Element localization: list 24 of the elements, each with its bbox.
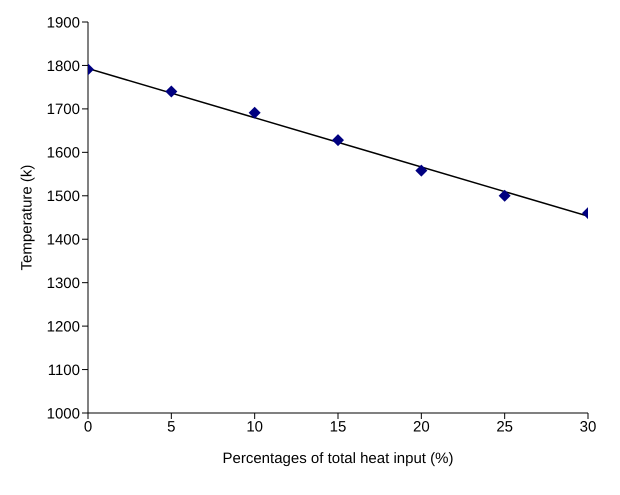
x-tick-label: 20 [412, 418, 430, 436]
point [165, 86, 178, 98]
x-tick-label: 10 [246, 418, 264, 436]
y-tick-label: 1900 [46, 14, 80, 32]
x-axis-title: Percentages of total heat input (%) [222, 450, 454, 467]
y-tick-label: 1300 [46, 274, 80, 292]
y-tick-label: 1100 [48, 362, 80, 379]
y-tick-label: 1500 [46, 188, 80, 206]
point [498, 190, 511, 202]
x-tick-label: 30 [580, 418, 596, 436]
y-axis-title: Temperature (k) [18, 164, 36, 270]
point [415, 164, 428, 177]
point [248, 106, 261, 119]
x-tick-label: 25 [496, 418, 514, 436]
x-tick-label: 5 [167, 418, 176, 436]
point [332, 134, 344, 146]
y-tick-label: 1700 [46, 101, 80, 118]
x-tick-label: 0 [84, 418, 92, 436]
y-tick-label: 1000 [46, 405, 80, 422]
x-tick-label: 15 [330, 418, 346, 436]
y-tick-label: 1400 [46, 232, 80, 249]
y-tick-label: 1600 [46, 144, 80, 162]
y-tick-label: 1200 [46, 318, 80, 336]
y-tick-label: 1800 [46, 58, 80, 75]
